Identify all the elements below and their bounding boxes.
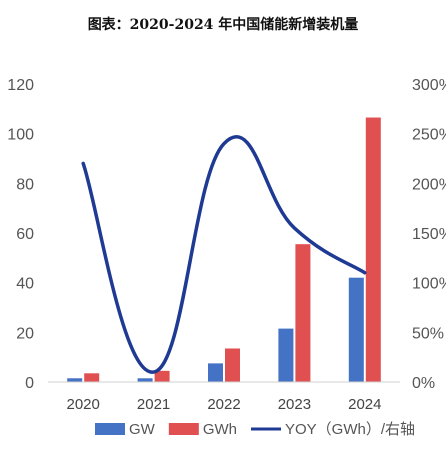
legend: GW GWh YOY（GWh）/右轴 <box>95 421 415 438</box>
bar-gwh-2023 <box>295 244 311 382</box>
x-axis: 2020 2021 2022 2023 2024 <box>67 396 382 413</box>
y-right-tick-label: 200% <box>412 176 446 193</box>
x-tick-label: 2020 <box>67 396 100 413</box>
legend-label: GW <box>129 421 156 438</box>
y-left-tick-label: 0 <box>25 375 34 392</box>
bar-gw-2023 <box>278 328 294 382</box>
bar-gw-2022 <box>208 363 223 382</box>
x-tick-label: 2023 <box>278 396 311 413</box>
bar-gwh-2020 <box>84 373 100 382</box>
bar-gw-2020 <box>67 378 83 382</box>
legend-label: YOY（GWh）/右轴 <box>285 421 415 438</box>
y-right-axis: 0% 50% 100% 150% 200% 250% 300% <box>412 77 446 392</box>
bar-gwh-2022 <box>225 348 240 382</box>
y-left-tick-label: 120 <box>7 77 34 94</box>
bar-gwh-2024 <box>365 117 381 383</box>
y-left-tick-label: 80 <box>16 176 34 193</box>
legend-label: GWh <box>203 421 237 438</box>
bar-gw-2024 <box>348 277 364 382</box>
y-left-tick-label: 60 <box>16 226 34 243</box>
bars <box>67 117 381 383</box>
x-tick-label: 2022 <box>207 396 240 413</box>
y-right-tick-label: 250% <box>412 127 446 144</box>
y-left-tick-label: 100 <box>7 127 34 144</box>
legend-swatch-gwh <box>168 423 199 435</box>
yoy-line-group <box>81 135 367 374</box>
y-right-tick-label: 300% <box>412 77 446 94</box>
legend-swatch-gw <box>95 423 125 435</box>
y-left-axis: 0 20 40 60 80 100 120 <box>7 77 34 392</box>
y-right-tick-label: 100% <box>412 276 446 293</box>
y-left-tick-label: 40 <box>16 276 34 293</box>
yoy-line <box>81 135 367 374</box>
chart-title: 图表：2020-2024 年中国储能新增装机量 <box>87 17 359 33</box>
y-left-tick-label: 20 <box>16 325 34 342</box>
y-right-tick-label: 0% <box>412 375 435 392</box>
bar-gw-2021 <box>137 378 153 382</box>
x-tick-label: 2024 <box>348 396 381 413</box>
x-tick-label: 2021 <box>137 396 170 413</box>
bar-gwh-2021 <box>154 370 170 382</box>
y-right-tick-label: 150% <box>412 226 446 243</box>
y-right-tick-label: 50% <box>412 325 444 342</box>
